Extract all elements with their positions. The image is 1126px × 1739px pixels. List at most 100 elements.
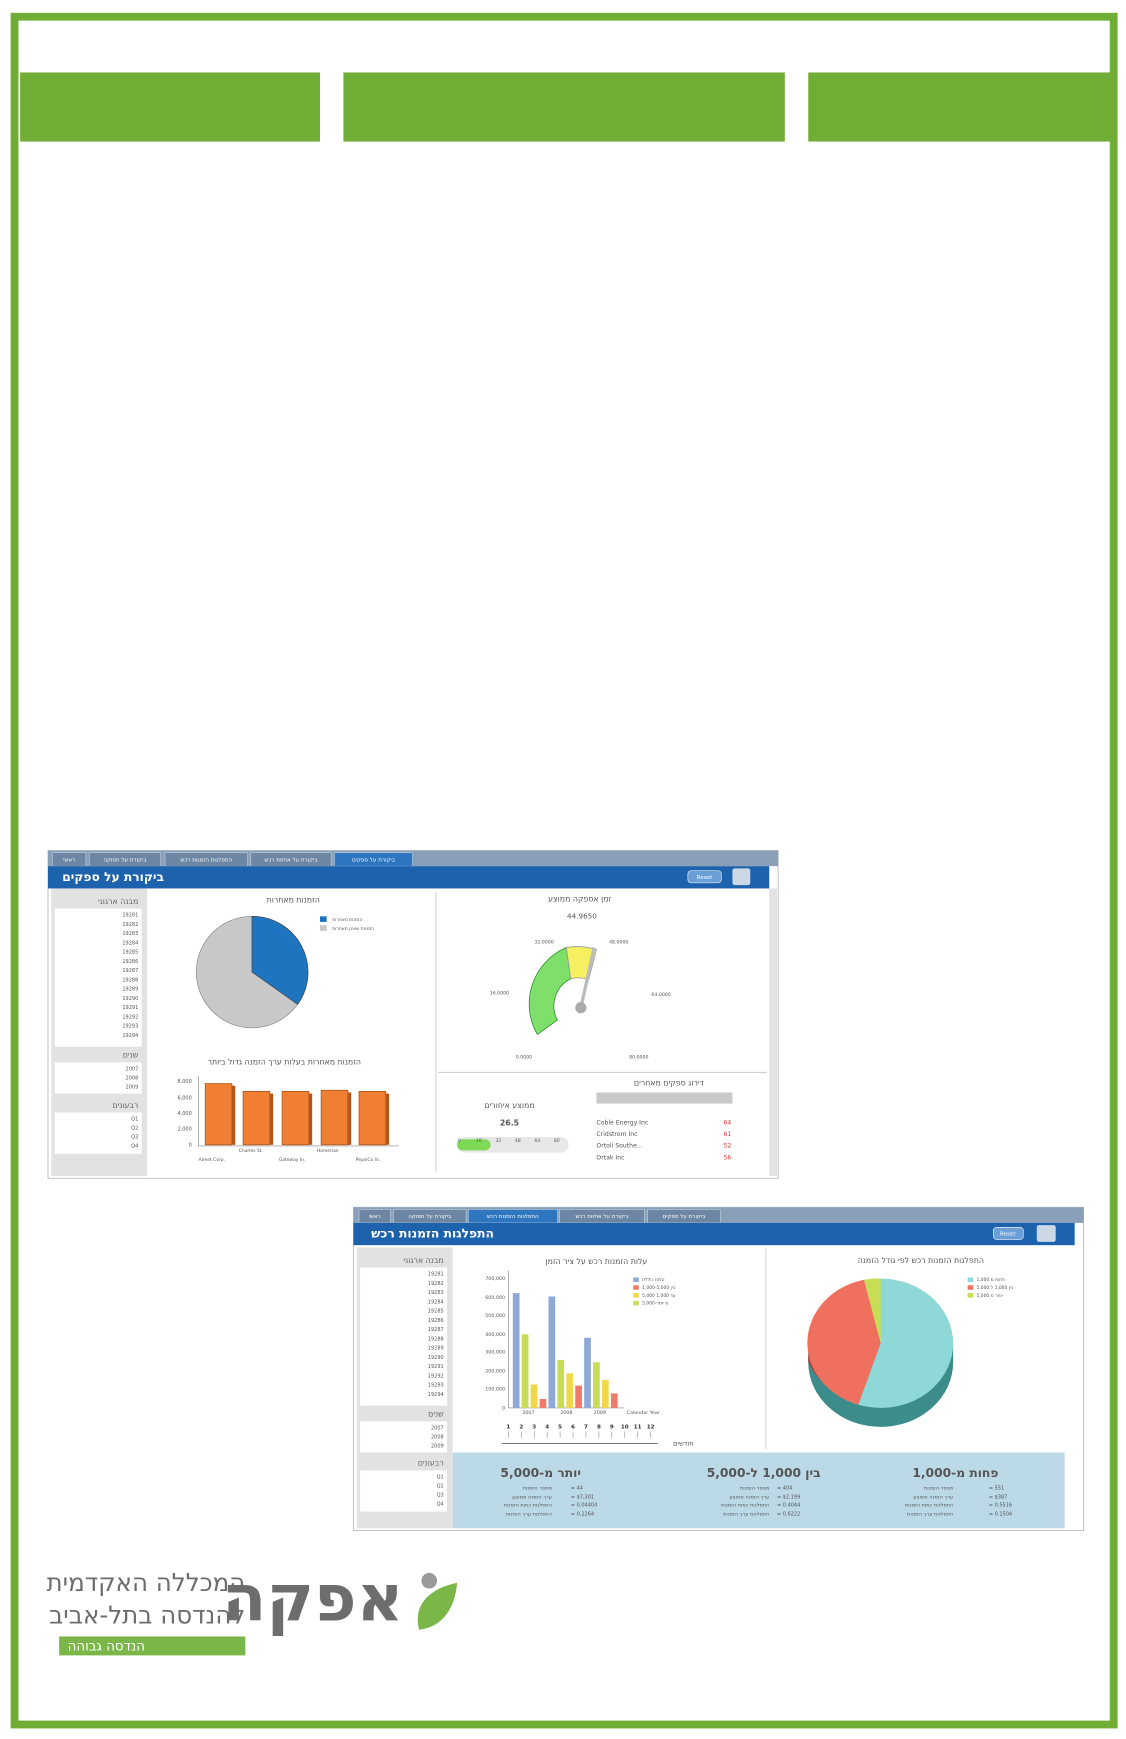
table-header <box>596 1092 733 1104</box>
scale-label: 0 <box>458 1138 461 1144</box>
month-label: 6 <box>571 1424 575 1430</box>
summary-label: ערך הזמנה ממוצע <box>913 1495 953 1501</box>
tab-label: התפלגות הזמנות רכש <box>180 857 232 864</box>
x-tick-label: 2008 <box>560 1410 572 1416</box>
filter-item: 2007 <box>431 1425 444 1431</box>
month-label: 7 <box>584 1424 588 1430</box>
filter-item: Q2 <box>437 1483 444 1489</box>
filter-box <box>360 1470 448 1512</box>
filter-item: Q4 <box>131 1143 138 1149</box>
summary-value: = 0.1504 <box>989 1511 1012 1517</box>
gauge-tick-label: 16.0000 <box>490 991 509 997</box>
legend-label: 5,000-מ יותר <box>642 1301 668 1307</box>
screenshot-title: ביקורת על ספקים <box>62 870 164 884</box>
panel-title: ממוצע איחורים <box>484 1101 534 1110</box>
filter-item: 19285 <box>428 1309 444 1315</box>
filter-item: 2007 <box>126 1067 139 1073</box>
filter-item: 19288 <box>428 1336 444 1342</box>
panel-title: זמן אספקה ממוצע <box>548 895 611 904</box>
slider-fill <box>457 1139 491 1151</box>
bar <box>557 1359 565 1408</box>
legend-swatch <box>633 1285 639 1290</box>
summary-heading: בין 1,000 ל-5,000 <box>707 1466 821 1480</box>
legend-label: עלות כוללת <box>642 1278 665 1283</box>
filter-item: 2009 <box>126 1084 139 1090</box>
bar <box>539 1399 547 1408</box>
scale-label: 80 <box>554 1138 560 1144</box>
bar-side <box>308 1093 313 1145</box>
y-tick-label: 500,000 <box>485 1313 505 1319</box>
legend-label: 1,000 פחות מ <box>977 1277 1006 1283</box>
panel-title: הזמנות מאחרות <box>267 896 320 905</box>
logo-dot <box>421 1572 438 1589</box>
filter-item: 19289 <box>122 987 138 993</box>
summary-value: = 0.2264 <box>571 1511 594 1517</box>
summary-value: = 404 <box>777 1486 792 1492</box>
bar <box>530 1384 538 1408</box>
bar <box>281 1090 310 1146</box>
filter-box <box>360 1267 448 1406</box>
legend-swatch <box>633 1277 639 1282</box>
gauge-tick-label: 80.0000 <box>629 1054 648 1060</box>
reset-label: Reset <box>697 875 713 881</box>
filter-item: Q3 <box>437 1492 444 1498</box>
filter-item: 19281 <box>428 1272 444 1278</box>
summary-panel <box>452 1452 1065 1529</box>
gauge-arc <box>528 946 572 1036</box>
x-tick-label: PepsiCo In. <box>356 1157 380 1163</box>
summary-label: התפלגות ערך הזמנות <box>723 1511 769 1517</box>
page-border <box>10 12 1118 1729</box>
x-tick-label: 2007 <box>522 1410 534 1416</box>
reset-button <box>687 870 722 884</box>
filter-item: 19283 <box>122 931 138 937</box>
filter-label: רבעונים <box>112 1101 138 1110</box>
bar-side <box>385 1093 390 1145</box>
supplier-value: 56 <box>724 1154 732 1161</box>
filter-item: 19285 <box>122 950 138 956</box>
summary-value: = $7,301 <box>571 1495 594 1501</box>
summary-label: התפלגות ערך הזמנות <box>907 1511 953 1517</box>
summary-label: מספר הזמנות <box>924 1486 953 1492</box>
x-tick-label: Aimet Corp. <box>199 1157 225 1163</box>
summary-value: = 0.04404 <box>571 1502 597 1508</box>
panel-title: התפלגות הזמנות רכש לפי גודל הזמנה <box>858 1256 984 1265</box>
header-bar <box>20 72 320 142</box>
summary-label: מספר הזמנות <box>523 1486 552 1492</box>
pie-slice <box>807 1279 881 1405</box>
header-bar <box>343 72 785 142</box>
tab-label: ראשי <box>369 1214 381 1220</box>
filter-item: Q1 <box>131 1117 138 1123</box>
summary-label: התפלגות כמות הזמנות <box>721 1502 769 1508</box>
logo-name: אפקה <box>222 1562 404 1637</box>
tab-label: ראשי <box>63 858 75 864</box>
summary-value: = 551 <box>989 1486 1004 1492</box>
bar <box>320 1089 349 1146</box>
scale-label: 48 <box>515 1138 521 1144</box>
filter-item: 19288 <box>122 977 138 983</box>
legend-label: בין 1,000 ל 5,000 <box>977 1285 1014 1291</box>
filter-item: 19282 <box>122 922 138 928</box>
y-tick-label: 0 <box>189 1142 192 1148</box>
y-tick-label: 0 <box>502 1405 505 1411</box>
legend-swatch <box>319 925 327 931</box>
legend-swatch <box>633 1300 639 1306</box>
logo-tagline-bar <box>59 1636 246 1656</box>
supplier-value: 64 <box>724 1120 732 1127</box>
y-tick-label: 100,000 <box>485 1386 505 1392</box>
month-label: 2 <box>519 1424 523 1430</box>
avg-value: 26.5 <box>500 1119 519 1128</box>
filter-box <box>54 1112 142 1154</box>
y-tick-label: 300,000 <box>485 1350 505 1356</box>
logo-line: להנדסה בתל-אביב <box>49 1600 245 1629</box>
gauge-tick-label: 0.0000 <box>516 1054 532 1060</box>
pie-slice <box>251 915 309 1005</box>
y-tick-label: 200,000 <box>485 1369 505 1375</box>
y-tick-label: 700,000 <box>485 1276 505 1282</box>
axis-label: חודשים <box>673 1440 693 1448</box>
legend-label: 1,000-5,000 בין <box>642 1285 676 1291</box>
month-label: 4 <box>545 1424 549 1430</box>
gauge-value: 44.9650 <box>567 911 597 920</box>
summary-value: = 0.5516 <box>989 1502 1012 1508</box>
